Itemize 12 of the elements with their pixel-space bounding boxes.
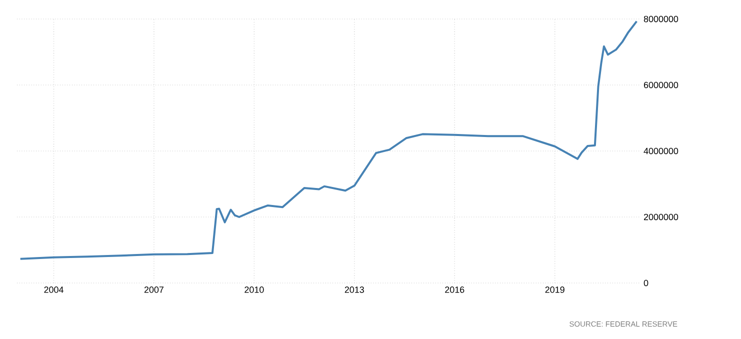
x-tick-label: 2010 (244, 286, 264, 293)
y-tick-label: 8000000 (644, 16, 678, 22)
y-tick-label: 4000000 (644, 148, 678, 154)
y-tick-label: 2000000 (644, 214, 678, 220)
y-tick-label: 6000000 (644, 82, 678, 88)
y-tick-label: 0 (644, 280, 648, 286)
x-tick-label: 2019 (545, 286, 564, 293)
x-tick-label: 2013 (344, 286, 364, 293)
x-tick-label: 2007 (144, 286, 164, 293)
x-tick-label: 2016 (445, 286, 464, 293)
line-series (19, 20, 638, 260)
x-tick-label: 2004 (44, 286, 64, 293)
